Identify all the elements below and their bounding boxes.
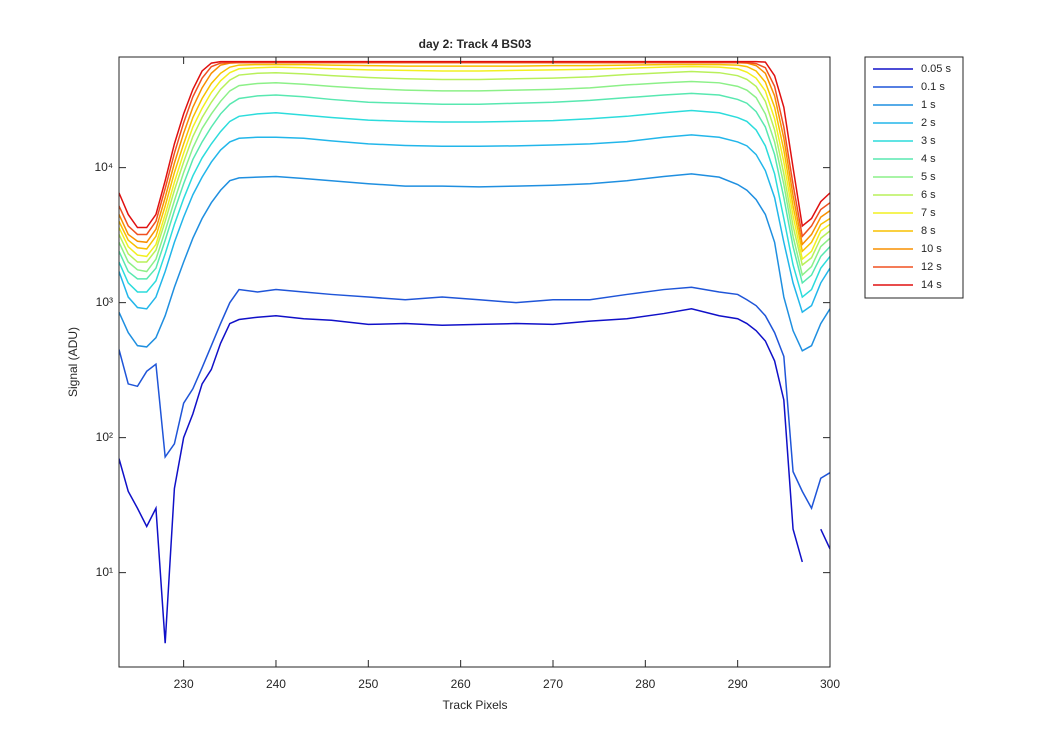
legend-label: 14 s [921, 279, 942, 291]
legend-label: 0.05 s [921, 63, 951, 75]
series-line [119, 286, 830, 511]
legend-label: 1 s [921, 99, 936, 111]
x-tick-label: 230 [174, 677, 194, 691]
series-line [119, 70, 830, 267]
series-line [119, 60, 830, 229]
legend-label: 4 s [921, 153, 936, 165]
series-line [119, 65, 830, 261]
legend-label: 0.1 s [921, 81, 945, 93]
series-line [119, 173, 830, 352]
legend-label: 6 s [921, 189, 936, 201]
legend-label: 2 s [921, 117, 936, 129]
x-tick-label: 290 [728, 677, 748, 691]
legend-label: 3 s [921, 135, 936, 147]
series-line [119, 63, 830, 253]
series-line [119, 61, 830, 238]
y-tick-label: 10³ [96, 295, 113, 309]
x-tick-label: 280 [635, 677, 655, 691]
series-line [119, 109, 830, 299]
series-line [119, 92, 830, 285]
y-tick-label: 10¹ [96, 565, 113, 579]
legend-label: 7 s [921, 207, 936, 219]
x-axis-label: Track Pixels [443, 698, 508, 712]
legend-label: 12 s [921, 261, 942, 273]
y-tick-label: 10² [96, 430, 113, 444]
x-tick-label: 250 [358, 677, 378, 691]
x-tick-label: 240 [266, 677, 286, 691]
axes-box [118, 56, 831, 668]
legend-label: 5 s [921, 171, 936, 183]
chart-title: day 2: Track 4 BS03 [419, 37, 532, 51]
x-tick-label: 300 [820, 677, 840, 691]
legend-label: 8 s [921, 225, 936, 237]
x-tick-label: 260 [451, 677, 471, 691]
y-axis-label: Signal (ADU) [66, 327, 80, 397]
plot-area [119, 60, 830, 644]
x-tick-label: 270 [543, 677, 563, 691]
series-line [119, 308, 830, 644]
series-line [119, 80, 830, 277]
y-tick-label: 10⁴ [94, 160, 113, 174]
legend-label: 10 s [921, 243, 942, 255]
series-line [119, 134, 830, 314]
